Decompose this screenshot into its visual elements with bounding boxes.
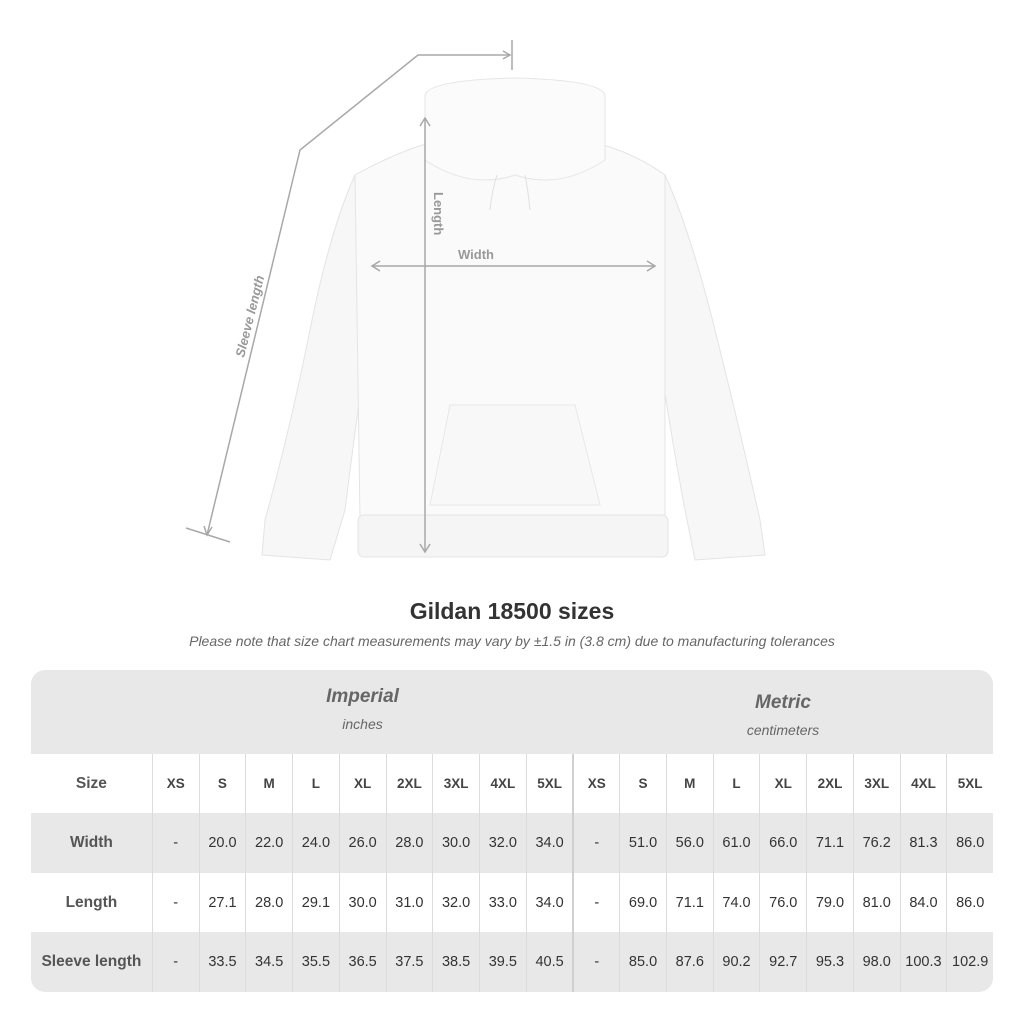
chart-title: Gildan 18500 sizes — [409, 598, 615, 624]
imperial-cell: 28.0 — [245, 873, 292, 932]
imperial-cell: 5XL — [525, 754, 573, 813]
metric-cell: 79.0 — [806, 873, 853, 932]
metric-cell: M — [665, 754, 713, 813]
metric-cell: 56.0 — [665, 813, 713, 873]
metric-cell: 102.9 — [946, 932, 993, 992]
imperial-cell: 3XL — [432, 754, 479, 813]
imperial-cell: 4XL — [478, 754, 526, 813]
metric-cell: - — [572, 932, 619, 992]
metric-cell: - — [572, 873, 619, 932]
metric-cell: 66.0 — [759, 813, 806, 873]
row-label: Width — [69, 834, 113, 851]
imperial-cell: 35.5 — [292, 932, 339, 992]
imperial-cell: 28.0 — [385, 813, 433, 873]
imperial-cell: 34.5 — [245, 932, 292, 992]
metric-title: Metric — [755, 692, 811, 713]
metric-cell: 4XL — [899, 754, 947, 813]
sleeve-length-label: Sleeve length — [232, 274, 267, 359]
table-header: Imperial inches Metric centimeters — [31, 670, 993, 754]
imperial-cell: 30.0 — [432, 813, 479, 873]
imperial-cell: 36.5 — [338, 932, 386, 992]
metric-cell: 86.0 — [946, 813, 993, 873]
metric-cell: 95.3 — [806, 932, 853, 992]
imperial-cell: 20.0 — [198, 813, 246, 873]
imperial-cell: 22.0 — [245, 813, 292, 873]
metric-cell: 2XL — [806, 754, 853, 813]
imperial-cell: XL — [338, 754, 386, 813]
imperial-cell: 33.0 — [478, 873, 526, 932]
metric-cell: 69.0 — [619, 873, 666, 932]
imperial-cell: 29.1 — [292, 873, 339, 932]
imperial-cell: - — [151, 932, 199, 992]
imperial-cell: - — [151, 873, 199, 932]
imperial-cell: 32.0 — [432, 873, 479, 932]
imperial-cell: 31.0 — [385, 873, 433, 932]
metric-cell: XL — [759, 754, 806, 813]
metric-cell: 76.0 — [759, 873, 806, 932]
imperial-cell: 39.5 — [478, 932, 526, 992]
metric-cell: 92.7 — [759, 932, 806, 992]
metric-cell: S — [619, 754, 666, 813]
metric-cell: 71.1 — [665, 873, 713, 932]
imperial-cell: S — [198, 754, 246, 813]
row-label: Sleeve length — [41, 953, 142, 970]
imperial-title: Imperial — [326, 686, 399, 707]
metric-cell: L — [712, 754, 760, 813]
imperial-cell: 33.5 — [198, 932, 246, 992]
row-label: Size — [75, 774, 107, 792]
metric-cell: 3XL — [852, 754, 900, 813]
imperial-cell: L — [292, 754, 339, 813]
imperial-cell: - — [151, 813, 199, 873]
metric-cell: 74.0 — [712, 873, 760, 932]
imperial-cell: 27.1 — [198, 873, 246, 932]
metric-cell: 98.0 — [852, 932, 900, 992]
table-row: Width -20.0 22.0 24.0 26.0 28.0 30.0 32.0 34.0-5… — [31, 813, 993, 873]
imperial-cell: 40.5 — [525, 932, 573, 992]
metric-cell: - — [572, 813, 619, 873]
measurement-lines — [185, 40, 657, 554]
metric-cell: 5XL — [946, 754, 993, 813]
size-header-row: Size XS S M L XL 2XL 3XL 4XL 5XL XS S M L XL 2XL 3XL 4XL 5… — [31, 754, 993, 813]
hoodie-diagram: Length Width Sleeve length — [185, 40, 766, 561]
metric-cell: 81.3 — [899, 813, 947, 873]
imperial-cell: 30.0 — [338, 873, 386, 932]
length-label: Length — [431, 192, 446, 235]
imperial-cell: 38.5 — [432, 932, 479, 992]
tolerance-note: Please note that size chart measurements… — [189, 633, 835, 649]
imperial-cell: 2XL — [385, 754, 433, 813]
table-row: Sleeve length -33.5 34.5 35.5 36.5 37.5 38.5 39… — [31, 932, 993, 992]
metric-cell: 85.0 — [619, 932, 666, 992]
imperial-cell: 24.0 — [292, 813, 339, 873]
metric-cell: 81.0 — [852, 873, 900, 932]
metric-unit: centimeters — [746, 722, 820, 738]
imperial-cell: 37.5 — [385, 932, 433, 992]
metric-cell: 86.0 — [946, 873, 993, 932]
imperial-cell: 34.0 — [525, 813, 573, 873]
metric-cell: 51.0 — [619, 813, 666, 873]
table-row: Length -27.1 28.0 29.1 30.0 31.0 32.0 33.0 34.0-… — [31, 873, 993, 932]
metric-cell: 61.0 — [712, 813, 760, 873]
imperial-cell: 26.0 — [338, 813, 386, 873]
size-table: Imperial inches Metric centimeters Size X… — [31, 670, 993, 992]
metric-cell: 87.6 — [665, 932, 713, 992]
metric-cell: 76.2 — [852, 813, 900, 873]
imperial-group: Imperial inches — [152, 686, 573, 732]
metric-cell: 71.1 — [806, 813, 853, 873]
imperial-unit: inches — [342, 716, 383, 732]
metric-cell: XS — [572, 754, 619, 813]
width-label: Width — [458, 247, 494, 262]
row-label: Length — [65, 893, 118, 911]
imperial-cell: XS — [151, 754, 199, 813]
metric-cell: 90.2 — [712, 932, 760, 992]
metric-cell: 84.0 — [899, 873, 947, 932]
metric-cell: 100.3 — [899, 932, 947, 992]
hoodie-illustration — [261, 77, 766, 561]
imperial-cell: 32.0 — [478, 813, 526, 873]
imperial-cell: M — [245, 754, 292, 813]
metric-group: Metric centimeters — [573, 692, 993, 738]
imperial-cell: 34.0 — [525, 873, 573, 932]
